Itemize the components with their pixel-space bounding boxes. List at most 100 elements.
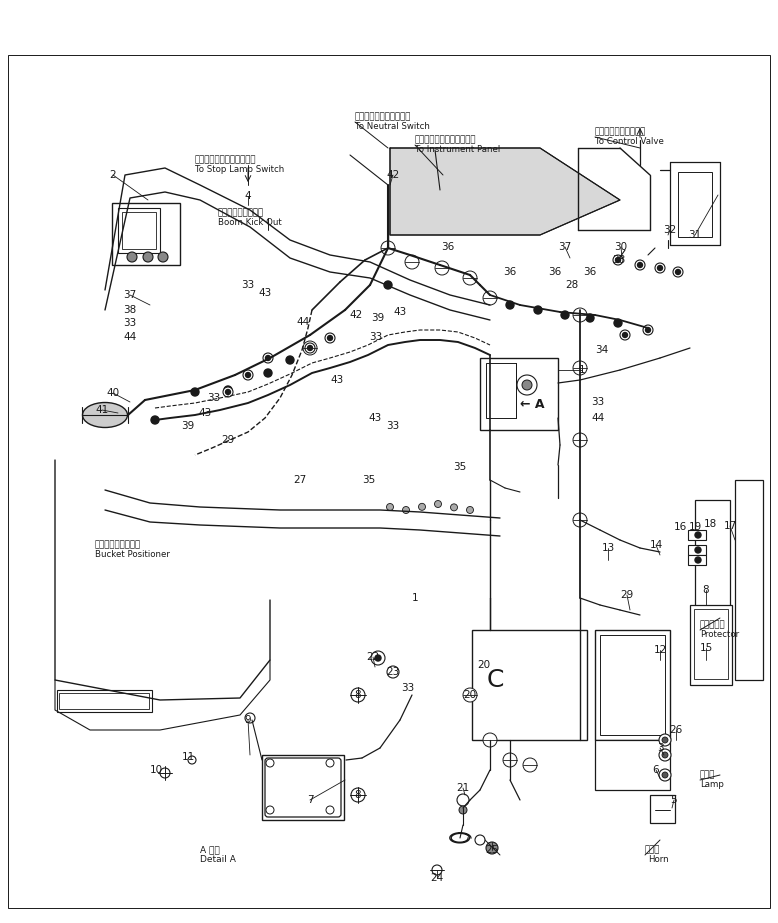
Text: ランプ: ランプ: [700, 770, 716, 779]
Circle shape: [188, 756, 196, 764]
Text: Boom Kick Out: Boom Kick Out: [218, 218, 282, 227]
Text: 8: 8: [703, 585, 710, 595]
Circle shape: [384, 281, 392, 289]
Text: 21: 21: [457, 783, 470, 793]
Bar: [695, 500, 730, 660]
Circle shape: [620, 330, 630, 340]
Circle shape: [326, 806, 334, 814]
Circle shape: [266, 759, 274, 767]
Bar: [690, 605, 732, 685]
Text: 43: 43: [368, 413, 382, 423]
Circle shape: [695, 547, 701, 553]
Circle shape: [223, 387, 233, 397]
Ellipse shape: [82, 402, 128, 427]
Text: 38: 38: [124, 305, 137, 315]
Circle shape: [523, 758, 537, 772]
Circle shape: [646, 328, 650, 332]
Text: Horn: Horn: [648, 855, 668, 864]
Circle shape: [143, 252, 153, 262]
Bar: [112, 203, 180, 265]
Text: 44: 44: [591, 413, 605, 423]
Bar: [688, 545, 706, 555]
Text: プロテクタ: プロテクタ: [700, 620, 726, 629]
Text: 40: 40: [107, 388, 120, 398]
Circle shape: [265, 355, 271, 361]
Text: 35: 35: [363, 475, 376, 485]
Text: 8: 8: [355, 690, 361, 700]
Circle shape: [475, 835, 485, 845]
Circle shape: [659, 769, 671, 781]
Text: 20: 20: [464, 690, 477, 700]
Text: 29: 29: [222, 435, 235, 445]
Text: 25: 25: [485, 845, 499, 855]
Text: 36: 36: [548, 267, 562, 277]
Circle shape: [387, 504, 394, 510]
Circle shape: [503, 753, 517, 767]
Text: 31: 31: [689, 230, 702, 240]
Circle shape: [662, 752, 668, 758]
Text: To Neutral Switch: To Neutral Switch: [355, 122, 430, 131]
Circle shape: [351, 788, 365, 802]
Circle shape: [463, 271, 477, 285]
Text: 33: 33: [387, 421, 400, 431]
Text: 35: 35: [454, 462, 467, 472]
Circle shape: [408, 258, 416, 266]
Circle shape: [387, 666, 399, 678]
Circle shape: [326, 759, 334, 767]
Text: 41: 41: [96, 405, 109, 415]
Circle shape: [303, 341, 317, 355]
Circle shape: [246, 373, 251, 378]
Circle shape: [486, 294, 494, 302]
Text: 44: 44: [296, 317, 310, 327]
Text: 43: 43: [258, 288, 272, 298]
Circle shape: [450, 504, 457, 510]
Text: 32: 32: [664, 225, 677, 235]
Circle shape: [695, 532, 701, 538]
Circle shape: [158, 252, 168, 262]
Circle shape: [506, 301, 514, 309]
Circle shape: [405, 255, 419, 269]
Circle shape: [459, 806, 467, 814]
Circle shape: [695, 557, 701, 563]
Circle shape: [635, 260, 645, 270]
Circle shape: [127, 252, 137, 262]
Text: C: C: [487, 668, 504, 692]
Circle shape: [325, 333, 335, 343]
Text: To Instrument Panel: To Instrument Panel: [415, 145, 500, 154]
Text: 15: 15: [699, 643, 713, 653]
Circle shape: [673, 267, 683, 277]
Circle shape: [467, 507, 474, 513]
Text: 16: 16: [674, 522, 687, 532]
Bar: [122, 212, 156, 249]
Circle shape: [534, 306, 542, 314]
Text: A 詳細: A 詳細: [200, 845, 219, 854]
Circle shape: [659, 799, 671, 811]
Text: 1: 1: [412, 593, 419, 603]
Bar: [118, 208, 160, 253]
Text: 4: 4: [245, 191, 251, 201]
Circle shape: [586, 314, 594, 322]
Circle shape: [655, 263, 665, 273]
Circle shape: [384, 244, 392, 252]
Text: 33: 33: [124, 318, 137, 328]
Circle shape: [622, 332, 628, 338]
Circle shape: [457, 794, 469, 806]
Circle shape: [151, 416, 159, 424]
Circle shape: [328, 335, 332, 341]
Circle shape: [381, 241, 395, 255]
Text: ブームキックアウト: ブームキックアウト: [218, 208, 264, 217]
Text: 37: 37: [124, 290, 137, 300]
Bar: [735, 480, 763, 680]
Circle shape: [662, 772, 668, 778]
Text: 44: 44: [124, 332, 137, 342]
Circle shape: [245, 713, 255, 723]
Text: ニュートラルスイッチへ: ニュートラルスイッチへ: [355, 112, 412, 121]
Circle shape: [326, 334, 334, 342]
Circle shape: [643, 325, 653, 335]
Text: 42: 42: [387, 170, 400, 180]
Text: Detail A: Detail A: [200, 855, 236, 864]
Circle shape: [434, 500, 441, 508]
Text: ← A: ← A: [520, 398, 545, 411]
Bar: [694, 609, 728, 679]
Circle shape: [244, 371, 252, 379]
